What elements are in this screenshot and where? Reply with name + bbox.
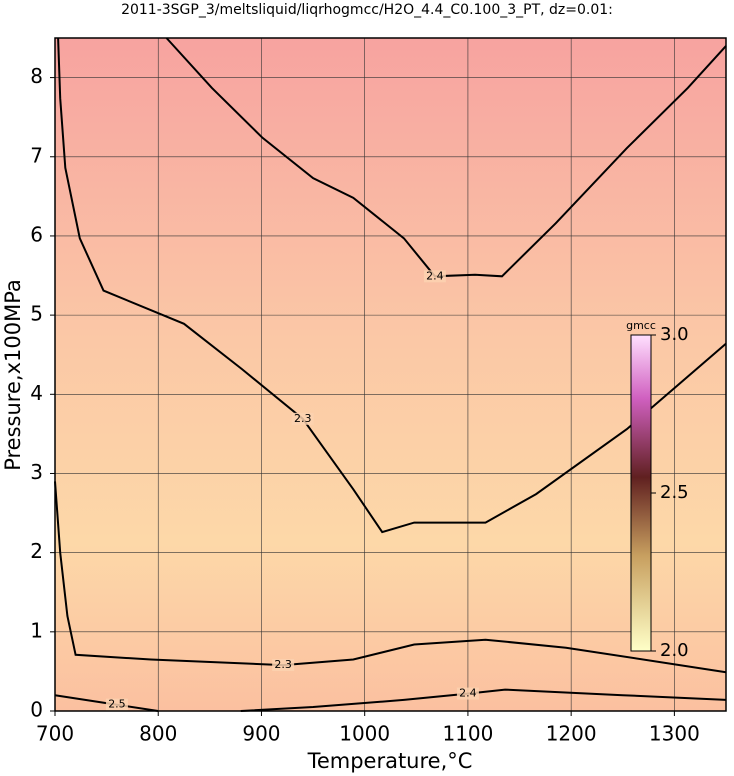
colorbar-tick-label: 2.0 <box>660 640 689 661</box>
x-tick-label: 1200 <box>546 722 597 746</box>
colorbar-tick-label: 2.5 <box>660 482 689 503</box>
y-tick-label: 3 <box>30 460 43 484</box>
chart-title: 2011-3SGP_3/meltsliquid/liqrhogmcc/H2O_4… <box>121 2 613 18</box>
y-tick-label: 2 <box>30 539 43 563</box>
y-axis-label: Pressure,x100MPa <box>1 279 25 471</box>
contour-label-bg <box>456 687 479 700</box>
contour-label-bg <box>291 412 314 425</box>
contour-label: 2.5 <box>108 698 126 711</box>
x-tick-label: 800 <box>139 722 177 746</box>
contour-label: 2.3 <box>294 412 312 425</box>
contour-label-bg <box>423 270 446 283</box>
y-tick-label: 4 <box>30 381 43 405</box>
y-tick-label: 5 <box>30 302 43 326</box>
plot-background <box>55 38 726 711</box>
contour-label-bg <box>105 698 128 711</box>
x-tick-label: 1000 <box>339 722 390 746</box>
contour-label: 2.4 <box>426 269 444 282</box>
plot-frame <box>54 37 727 712</box>
y-tick-label: 1 <box>30 618 43 642</box>
x-tick-label: 900 <box>242 722 280 746</box>
colorbar-tick-label: 3.0 <box>660 324 689 345</box>
y-tick-label: 6 <box>30 222 43 246</box>
contour-label: 2.4 <box>459 687 477 700</box>
colorbar-label: gmcc <box>626 319 656 332</box>
y-tick-label: 0 <box>30 698 43 722</box>
x-tick-label: 1300 <box>649 722 700 746</box>
x-axis-label: Temperature,°C <box>307 749 473 773</box>
y-tick-label: 7 <box>30 143 43 167</box>
y-tick-label: 8 <box>30 64 43 88</box>
colorbar <box>630 334 652 652</box>
x-tick-label: 700 <box>36 722 74 746</box>
contour-label-bg <box>272 659 295 672</box>
contour-label: 2.3 <box>274 658 292 671</box>
x-tick-label: 1100 <box>442 722 493 746</box>
